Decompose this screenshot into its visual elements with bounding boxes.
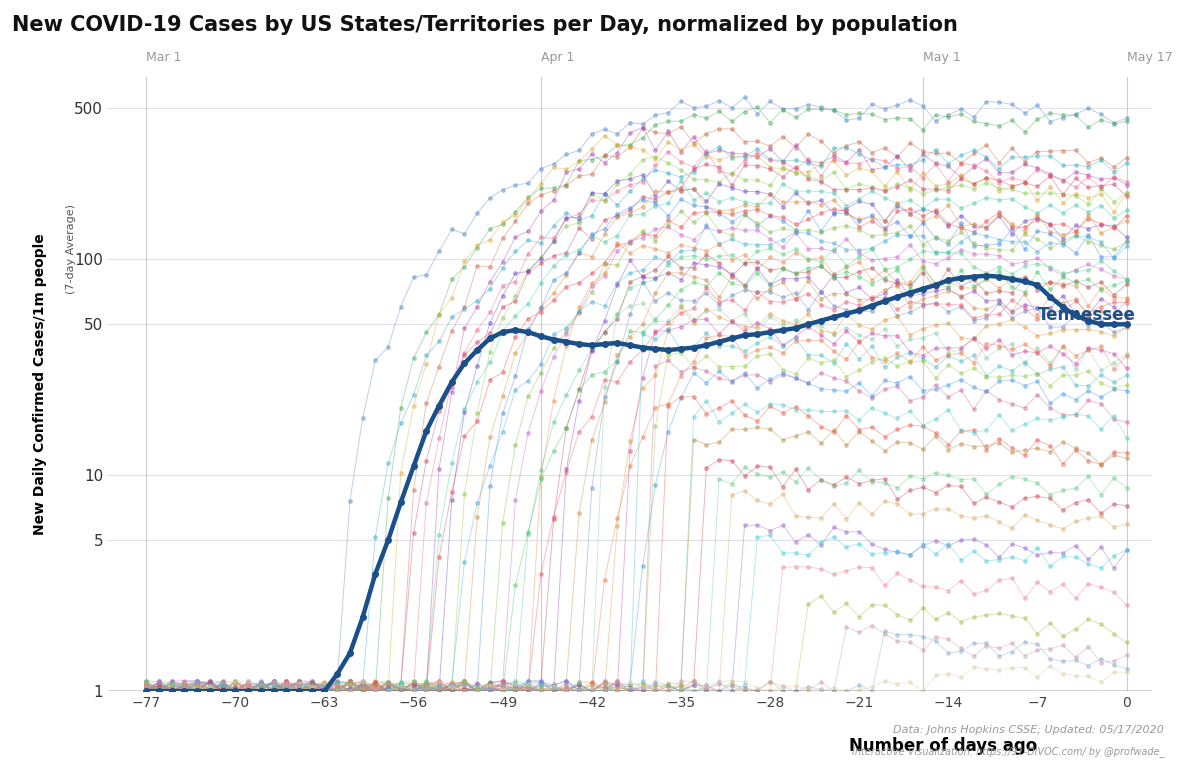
- Text: Interactive Visualization: https://91-DIVOC.com/ by @profwade_: Interactive Visualization: https://91-DI…: [852, 746, 1164, 757]
- Text: Number of days ago: Number of days ago: [850, 737, 1037, 755]
- Text: Tennessee: Tennessee: [1038, 306, 1135, 324]
- Text: May 1: May 1: [923, 51, 960, 64]
- Text: (7-day Average): (7-day Average): [66, 204, 77, 294]
- Text: New Daily Confirmed Cases/1m people: New Daily Confirmed Cases/1m people: [34, 233, 47, 535]
- Text: Data: Johns Hopkins CSSE; Updated: 05/17/2020: Data: Johns Hopkins CSSE; Updated: 05/17…: [893, 726, 1164, 736]
- Text: May 17: May 17: [1127, 51, 1172, 64]
- Text: Mar 1: Mar 1: [146, 51, 181, 64]
- Text: New COVID-19 Cases by US States/Territories per Day, normalized by population: New COVID-19 Cases by US States/Territor…: [12, 15, 958, 35]
- Text: Apr 1: Apr 1: [541, 51, 575, 64]
